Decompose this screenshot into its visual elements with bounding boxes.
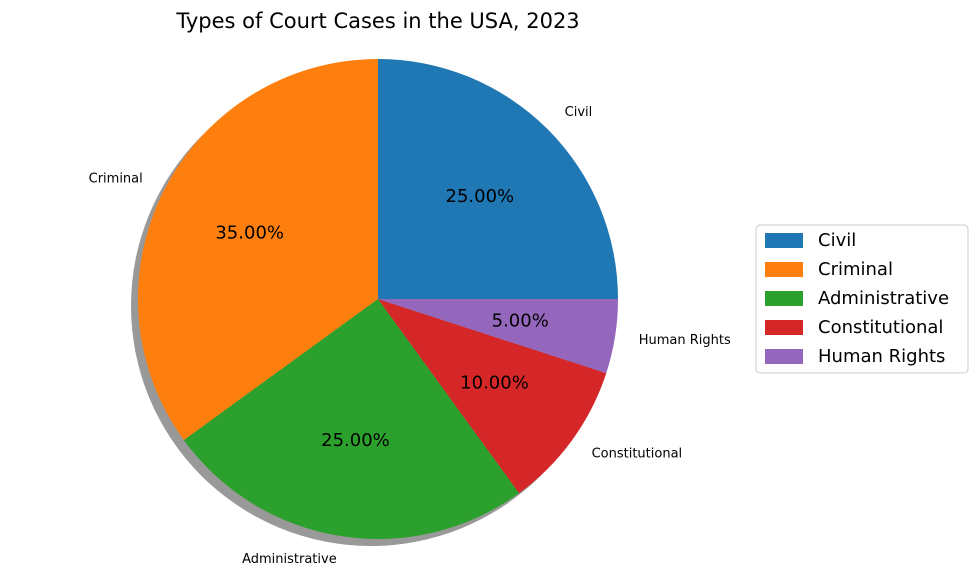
legend-label-criminal: Criminal bbox=[818, 259, 893, 280]
slice-label-constitutional: Constitutional bbox=[592, 447, 683, 462]
slice-label-administrative: Administrative bbox=[242, 552, 337, 567]
legend-swatch-human-rights bbox=[765, 349, 803, 364]
legend-label-constitutional: Constitutional bbox=[818, 317, 943, 338]
slice-label-criminal: Criminal bbox=[89, 172, 143, 187]
percent-label-human-rights: 5.00% bbox=[492, 311, 549, 332]
pie-slices bbox=[138, 59, 618, 540]
slice-label-civil: Civil bbox=[565, 105, 593, 120]
legend-swatch-constitutional bbox=[765, 320, 803, 335]
percent-labels: 25.00% 35.00% 25.00% 10.00% 5.00% bbox=[215, 186, 548, 451]
pie-slice-criminal bbox=[138, 59, 378, 441]
percent-label-criminal: 35.00% bbox=[215, 223, 284, 244]
pie-slice-human-rights bbox=[378, 299, 618, 374]
pie-slice-civil bbox=[378, 59, 618, 299]
legend: Civil Criminal Administrative Constitutiona… bbox=[755, 224, 969, 374]
legend-entries: Civil Criminal Administrative Constitutiona… bbox=[765, 230, 949, 367]
pie-slice-administrative bbox=[183, 299, 520, 540]
slice-label-human-rights: Human Rights bbox=[639, 333, 731, 348]
legend-label-civil: Civil bbox=[818, 230, 856, 251]
legend-swatch-administrative bbox=[765, 291, 803, 306]
legend-swatch-civil bbox=[765, 233, 803, 248]
pie-slice-constitutional bbox=[378, 299, 607, 494]
chart-title: Types of Court Cases in the USA, 2023 bbox=[175, 9, 579, 33]
legend-label-administrative: Administrative bbox=[818, 288, 949, 309]
legend-swatch-criminal bbox=[765, 262, 803, 277]
percent-label-administrative: 25.00% bbox=[321, 430, 390, 451]
percent-label-civil: 25.00% bbox=[446, 186, 515, 207]
legend-label-human-rights: Human Rights bbox=[818, 346, 945, 367]
percent-label-constitutional: 10.00% bbox=[460, 373, 529, 394]
legend-frame bbox=[755, 224, 969, 374]
slice-labels: Civil Criminal Administrative Constitutiona… bbox=[89, 105, 731, 567]
